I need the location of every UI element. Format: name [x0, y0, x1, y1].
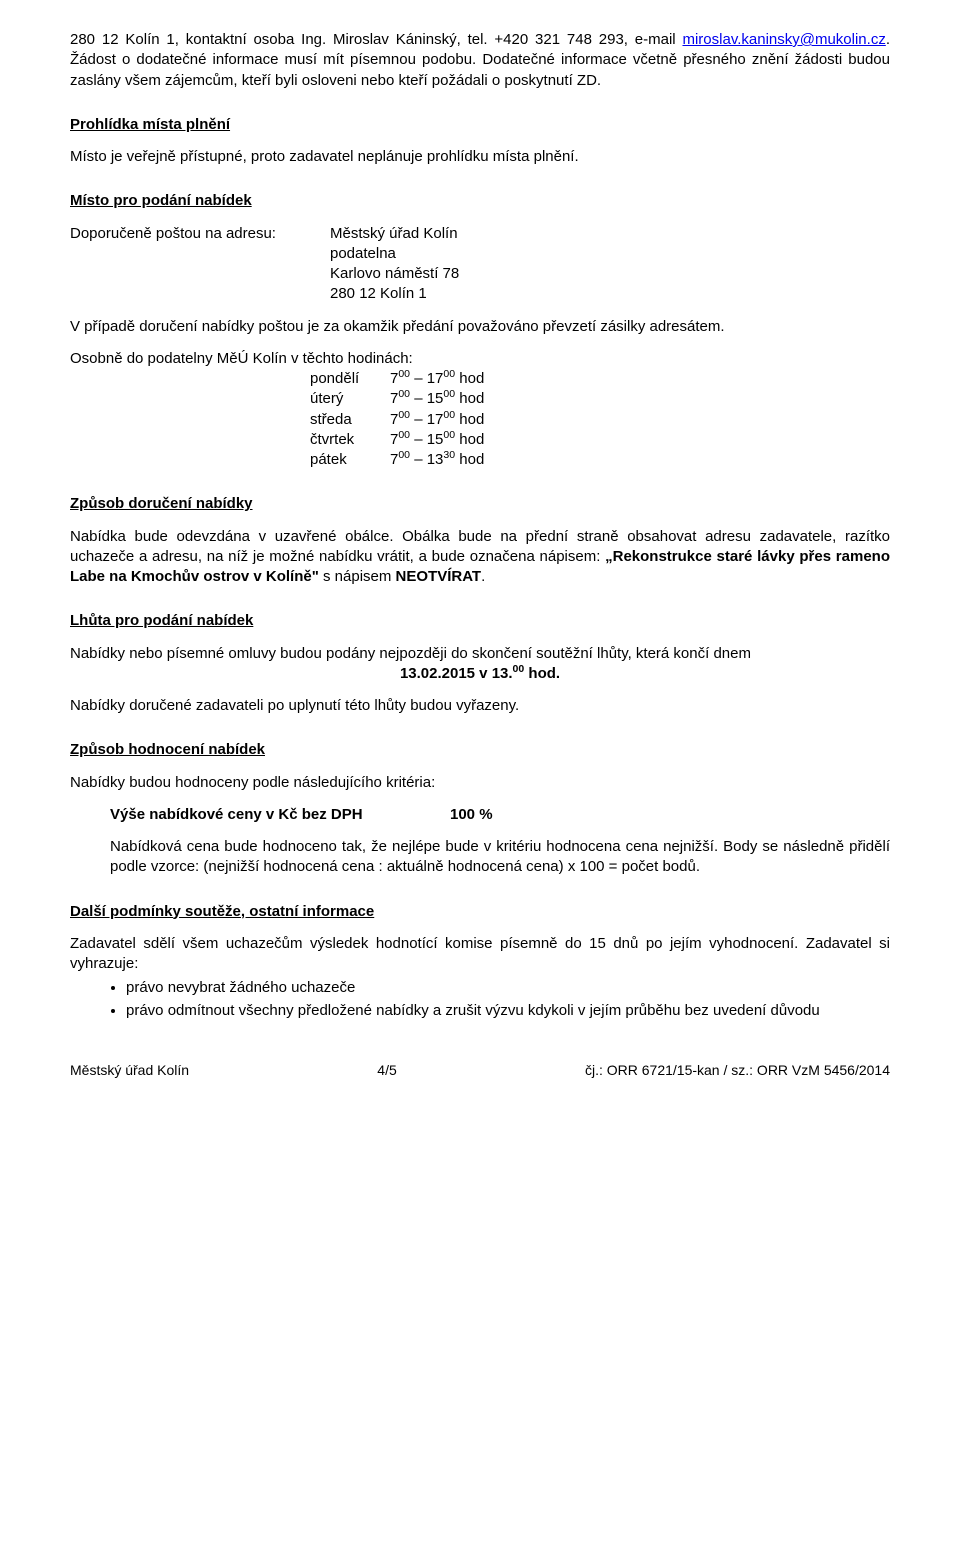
- addr-line-1: Městský úřad Kolín: [330, 224, 890, 244]
- text-dalsi: Zadavatel sdělí všem uchazečům výsledek …: [70, 934, 890, 975]
- day-tue: úterý: [310, 389, 390, 409]
- day-mon: pondělí: [310, 369, 390, 389]
- criteria-row: Výše nabídkové ceny v Kč bez DPH 100 %: [110, 805, 890, 825]
- heading-zpusob-doruceni: Způsob doručení nabídky: [70, 494, 890, 514]
- addr-line-2: podatelna: [330, 244, 890, 264]
- time-tue: 700 – 1500 hod: [390, 389, 530, 409]
- heading-prohlidka: Prohlídka místa plnění: [70, 115, 890, 135]
- intro-paragraph: 280 12 Kolín 1, kontaktní osoba Ing. Mir…: [70, 30, 890, 91]
- heading-lhuta: Lhůta pro podání nabídek: [70, 611, 890, 631]
- list-item: právo nevybrat žádného uchazeče: [126, 978, 890, 998]
- address-lines: Městský úřad Kolín podatelna Karlovo nám…: [330, 224, 890, 305]
- section-dalsi: Další podmínky soutěže, ostatní informac…: [70, 902, 890, 1021]
- footer-right: čj.: ORR 6721/15-kan / sz.: ORR VzM 5456…: [585, 1061, 890, 1080]
- deadline: 13.02.2015 v 13.00 hod.: [70, 664, 890, 684]
- time-wed: 700 – 1700 hod: [390, 410, 530, 430]
- bullet-list: právo nevybrat žádného uchazeče právo od…: [70, 978, 890, 1021]
- hours-table: pondělí700 – 1700 hod úterý700 – 1500 ho…: [70, 369, 890, 470]
- intro-text-before: 280 12 Kolín 1, kontaktní osoba Ing. Mir…: [70, 31, 682, 48]
- addr-line-4: 280 12 Kolín 1: [330, 284, 890, 304]
- section-prohlidka: Prohlídka místa plnění Místo je veřejně …: [70, 115, 890, 168]
- footer-left: Městský úřad Kolín: [70, 1061, 189, 1080]
- delivery-note: V případě doručení nabídky poštou je za …: [70, 317, 890, 337]
- heading-dalsi: Další podmínky soutěže, ostatní informac…: [70, 902, 890, 922]
- section-lhuta: Lhůta pro podání nabídek Nabídky nebo pí…: [70, 611, 890, 716]
- time-thu: 700 – 1500 hod: [390, 430, 530, 450]
- addr-line-3: Karlovo náměstí 78: [330, 264, 890, 284]
- post-label: Doporučeně poštou na adresu:: [70, 224, 330, 305]
- time-fri: 700 – 1330 hod: [390, 450, 530, 470]
- heading-misto: Místo pro podání nabídek: [70, 191, 890, 211]
- text-prohlidka: Místo je veřejně přístupné, proto zadava…: [70, 147, 890, 167]
- day-wed: středa: [310, 410, 390, 430]
- page-footer: Městský úřad Kolín 4/5 čj.: ORR 6721/15-…: [70, 1061, 890, 1080]
- section-misto: Místo pro podání nabídek Doporučeně pošt…: [70, 191, 890, 470]
- text-lhuta-after: Nabídky doručené zadavateli po uplynutí …: [70, 696, 890, 716]
- day-fri: pátek: [310, 450, 390, 470]
- text-hodnoceni-intro: Nabídky budou hodnoceny podle následujíc…: [70, 773, 890, 793]
- text-hodnoceni-para2: Nabídková cena bude hodnoceno tak, že ne…: [110, 837, 890, 878]
- time-mon: 700 – 1700 hod: [390, 369, 530, 389]
- heading-hodnoceni: Způsob hodnocení nabídek: [70, 740, 890, 760]
- section-zpusob-doruceni: Způsob doručení nabídky Nabídka bude ode…: [70, 494, 890, 587]
- text-lhuta: Nabídky nebo písemné omluvy budou podány…: [70, 644, 890, 664]
- section-hodnoceni: Způsob hodnocení nabídek Nabídky budou h…: [70, 740, 890, 877]
- footer-center: 4/5: [377, 1061, 396, 1080]
- text-zpusob-doruceni: Nabídka bude odevzdána v uzavřené obálce…: [70, 527, 890, 588]
- address-block: Doporučeně poštou na adresu: Městský úřa…: [70, 224, 890, 305]
- email-link[interactable]: miroslav.kaninsky@mukolin.cz: [682, 31, 885, 48]
- hours-intro: Osobně do podatelny MěÚ Kolín v těchto h…: [70, 349, 890, 369]
- criteria-value: 100 %: [450, 805, 890, 825]
- list-item: právo odmítnout všechny předložené nabíd…: [126, 1001, 890, 1021]
- criteria-label: Výše nabídkové ceny v Kč bez DPH: [110, 805, 450, 825]
- day-thu: čtvrtek: [310, 430, 390, 450]
